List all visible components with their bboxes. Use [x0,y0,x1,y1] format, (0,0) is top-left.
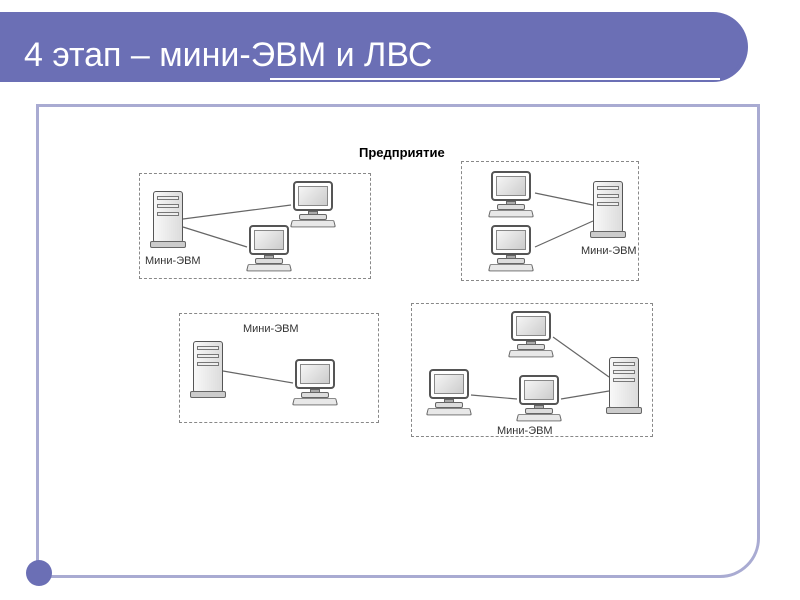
terminal-icon [291,359,339,405]
header-underline [270,78,720,80]
terminal-icon [245,225,293,271]
mini-evm-label: Мини-ЭВМ [243,323,299,335]
content-frame: Предприятие Мини-ЭВМ Мини-ЭВМ Мини-ЭВМ Мини… [36,104,760,578]
terminal-icon [515,375,563,421]
server-icon [593,181,623,239]
terminal-icon [507,311,555,357]
accent-dot [26,560,52,586]
mini-evm-label: Мини-ЭВМ [581,245,637,257]
terminal-icon [289,181,337,227]
slide-title: 4 этап – мини-ЭВМ и ЛВС [24,36,432,75]
terminal-icon [487,225,535,271]
header-bar: 4 этап – мини-ЭВМ и ЛВС [0,12,748,82]
server-icon [193,341,223,399]
mini-evm-label: Мини-ЭВМ [145,255,201,267]
mini-evm-label: Мини-ЭВМ [497,425,553,437]
diagram-title: Предприятие [359,145,445,160]
server-icon [153,191,183,249]
terminal-icon [425,369,473,415]
server-icon [609,357,639,415]
network-diagram: Предприятие Мини-ЭВМ Мини-ЭВМ Мини-ЭВМ Мини… [119,147,679,527]
terminal-icon [487,171,535,217]
